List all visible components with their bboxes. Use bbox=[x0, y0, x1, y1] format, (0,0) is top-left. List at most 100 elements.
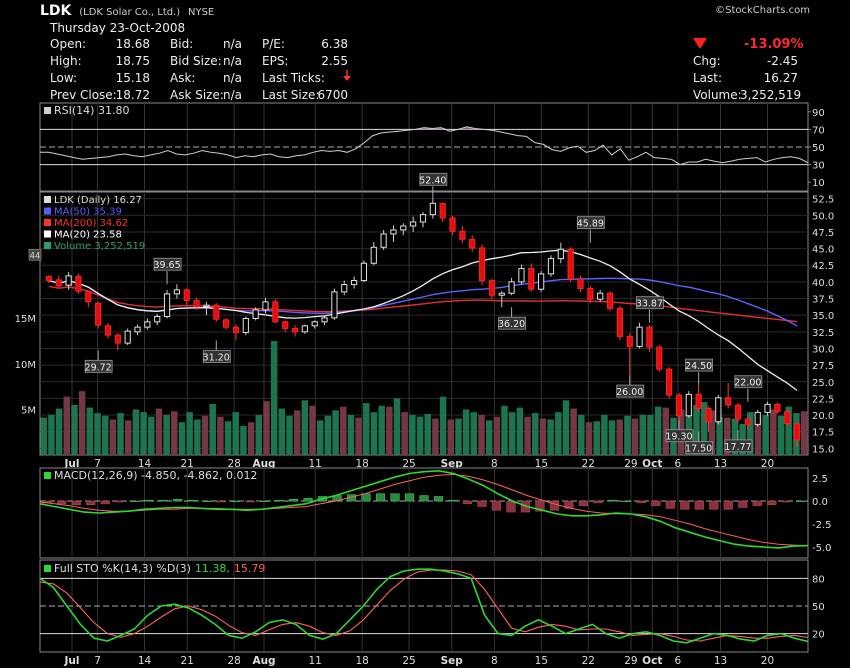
macd-histogram-bar bbox=[535, 500, 545, 512]
volume-bar bbox=[631, 418, 639, 455]
volume-bar bbox=[117, 413, 124, 455]
x-axis-label: 15 bbox=[535, 655, 548, 667]
price-tick-label: 20.0 bbox=[812, 411, 834, 422]
macd-legend-swatch bbox=[44, 472, 51, 479]
candle-body bbox=[124, 330, 131, 344]
macd-histogram-bar bbox=[433, 496, 444, 502]
volume-bar bbox=[731, 418, 739, 455]
candle-body bbox=[272, 301, 279, 323]
macd-histogram-bar bbox=[390, 493, 400, 502]
candle-body bbox=[134, 326, 141, 333]
macd-tick-label: -2.5 bbox=[812, 520, 832, 531]
volume-bar bbox=[547, 419, 554, 455]
ma200-line bbox=[48, 285, 798, 323]
volume-bar bbox=[155, 408, 163, 455]
col-left-value: 18.75 bbox=[115, 54, 150, 68]
candle-body bbox=[400, 225, 407, 231]
price-legend-swatch bbox=[44, 196, 51, 203]
candle-body bbox=[577, 278, 584, 290]
candle-body bbox=[774, 403, 781, 413]
volume-bar bbox=[608, 420, 616, 455]
volume-bar bbox=[524, 416, 531, 455]
macd-histogram-bar bbox=[375, 493, 386, 502]
macd-histogram-bar bbox=[709, 500, 719, 510]
volume-tick-label: 15M bbox=[15, 314, 36, 325]
price-legend-label: Volume 3,252,519 bbox=[54, 241, 145, 252]
x-axis-label: 8 bbox=[491, 655, 498, 667]
col-stats-label: Last: bbox=[693, 71, 723, 85]
annotation-label: 22.00 bbox=[734, 378, 761, 389]
volume-bar bbox=[747, 412, 754, 455]
volume-bar bbox=[462, 409, 470, 455]
col-stats-value: -2.45 bbox=[766, 54, 798, 68]
annotation-box bbox=[665, 429, 694, 443]
macd-histogram-bar bbox=[506, 500, 516, 513]
volume-bar bbox=[616, 419, 623, 455]
x-axis-label: 20 bbox=[761, 655, 774, 667]
annotation-label: 24.50 bbox=[685, 361, 712, 372]
annotation-box bbox=[685, 358, 714, 372]
volume-bar bbox=[562, 400, 570, 455]
company-name: (LDK Solar Co., Ltd.) bbox=[79, 7, 181, 18]
candle-body bbox=[685, 393, 692, 417]
volume-bar bbox=[178, 422, 186, 455]
macd-panel bbox=[39, 467, 809, 559]
volume-bar bbox=[470, 412, 478, 455]
candle-body bbox=[715, 397, 722, 423]
col-mid-value: n/a bbox=[222, 54, 242, 68]
annotation-label: 36.20 bbox=[498, 319, 525, 330]
candle-body bbox=[666, 368, 673, 396]
macd-histogram-bar bbox=[781, 500, 791, 503]
macd-histogram-bar bbox=[622, 500, 632, 502]
macd-histogram-bar bbox=[549, 500, 560, 511]
macd-histogram-bar bbox=[173, 498, 183, 502]
candle-body bbox=[154, 316, 161, 323]
volume-bar bbox=[301, 400, 309, 455]
x-axis-label: Sep bbox=[441, 655, 464, 667]
volume-bar bbox=[432, 418, 439, 455]
volume-bar bbox=[378, 405, 385, 455]
rsi-tick-label: 70 bbox=[812, 125, 825, 136]
annotation-box bbox=[685, 441, 714, 455]
price-tick-label: 45.0 bbox=[812, 245, 834, 256]
x-axis-label: 7 bbox=[94, 655, 101, 667]
col-left-label: Prev Close: bbox=[50, 88, 117, 102]
macd-histogram-bar bbox=[57, 500, 67, 505]
x-axis-label: 14 bbox=[138, 458, 152, 470]
macd-histogram-bar bbox=[115, 500, 125, 503]
x-axis-label: 25 bbox=[402, 655, 415, 667]
x-axis-label: 6 bbox=[675, 458, 682, 470]
macd-tick-label: -5.0 bbox=[812, 543, 832, 554]
volume-bar bbox=[209, 403, 216, 455]
volume-bar bbox=[393, 398, 401, 455]
col-left-label: Open: bbox=[50, 37, 87, 51]
candle-body bbox=[410, 221, 417, 227]
volume-bar bbox=[194, 419, 201, 455]
col-mid-label: Bid: bbox=[170, 37, 194, 51]
volume-bar bbox=[785, 406, 792, 455]
price-tick-label: 32.5 bbox=[812, 328, 834, 339]
macd-tick-label: 0.0 bbox=[812, 497, 828, 508]
price-tick-label: 40.0 bbox=[812, 278, 834, 289]
volume-bar bbox=[539, 418, 547, 455]
price-legend-swatch bbox=[44, 242, 51, 249]
candle-body bbox=[242, 318, 249, 333]
volume-bar bbox=[86, 407, 94, 455]
candle-body bbox=[636, 326, 643, 347]
rsi-tick-label: 50 bbox=[812, 143, 825, 154]
candle-body bbox=[547, 258, 555, 275]
macd-histogram-bar bbox=[752, 500, 762, 506]
x-axis-label: Jul bbox=[64, 458, 80, 470]
price-tick-label: 22.5 bbox=[812, 394, 834, 405]
volume-bar bbox=[140, 412, 147, 455]
header-title: LDK (LDK Solar Co., Ltd.) NYSE bbox=[40, 3, 214, 19]
volume-bar bbox=[171, 411, 178, 455]
annotation-label: 45.89 bbox=[577, 219, 604, 230]
volume-bar bbox=[148, 416, 155, 455]
macd-histogram-bar bbox=[129, 500, 139, 502]
macd-histogram-bar bbox=[144, 499, 154, 502]
candle-body bbox=[518, 268, 525, 283]
volume-bar bbox=[186, 412, 193, 455]
candle-body bbox=[478, 247, 486, 282]
volume-bar bbox=[416, 416, 424, 455]
